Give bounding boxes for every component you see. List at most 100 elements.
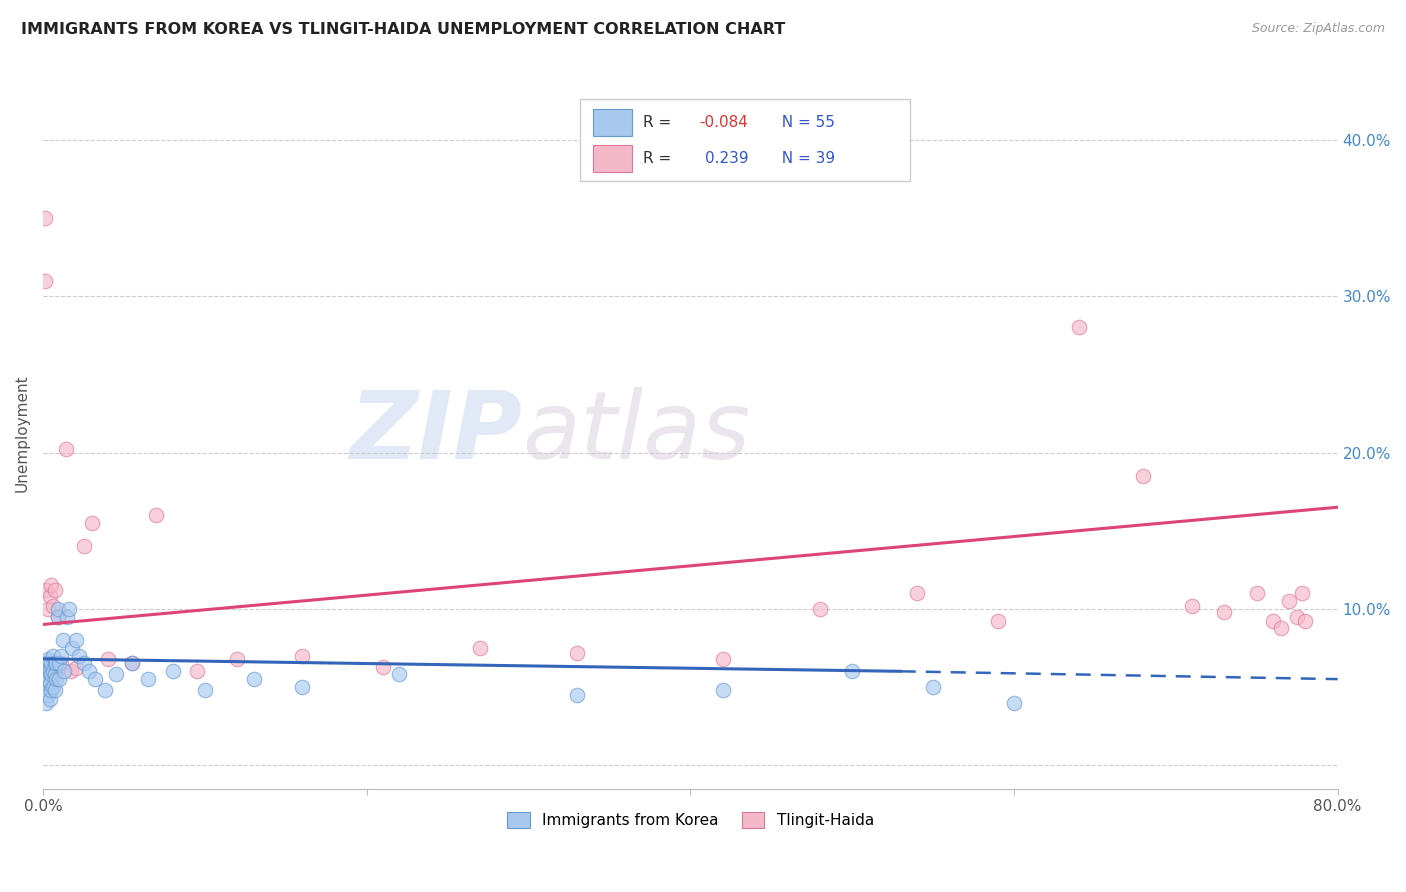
Point (242, 672, 264, 686)
Point (42, 665, 65, 679)
Point (55, 442, 77, 457)
Point (34, 672, 56, 686)
Text: N = 55: N = 55 (772, 115, 835, 130)
Point (49, 648, 72, 663)
Point (1278, 594, 1301, 608)
Point (1246, 586, 1268, 600)
Point (45, 672, 67, 686)
Point (72, 657, 94, 671)
Point (44, 657, 66, 671)
Point (44, 683, 66, 698)
Text: IMMIGRANTS FROM KOREA VS TLINGIT-HAIDA UNEMPLOYMENT CORRELATION CHART: IMMIGRANTS FROM KOREA VS TLINGIT-HAIDA U… (21, 22, 786, 37)
Point (37, 665, 59, 679)
Point (34, 665, 56, 679)
Point (84, 672, 107, 686)
Point (37, 652, 59, 666)
Point (48, 672, 70, 686)
Point (1294, 615, 1316, 629)
Point (841, 665, 863, 679)
Text: N = 39: N = 39 (772, 151, 835, 166)
Legend: Immigrants from Korea, Tlingit-Haida: Immigrants from Korea, Tlingit-Haida (501, 806, 880, 834)
Point (291, 680, 314, 694)
Point (371, 659, 394, 673)
Point (42, 599, 65, 613)
Point (35, 657, 58, 671)
Point (105, 667, 128, 681)
Text: R =: R = (643, 115, 676, 130)
Point (35, 582, 58, 597)
Point (97, 652, 120, 666)
Point (905, 586, 928, 600)
Point (138, 672, 160, 686)
Text: Source: ZipAtlas.com: Source: ZipAtlas.com (1251, 22, 1385, 36)
Point (34, 274, 56, 288)
Point (48, 657, 70, 671)
Point (186, 665, 208, 679)
Point (46, 602, 69, 616)
Text: R =: R = (643, 151, 681, 166)
Point (34, 211, 56, 226)
Point (291, 648, 314, 663)
Point (1213, 605, 1236, 619)
Point (987, 615, 1010, 629)
Point (49, 657, 72, 671)
Point (226, 652, 249, 666)
Point (39, 578, 62, 592)
Text: -0.084: -0.084 (699, 115, 748, 130)
FancyBboxPatch shape (593, 145, 633, 172)
Point (388, 667, 411, 681)
Point (72, 539, 94, 553)
Point (565, 646, 588, 660)
Point (42, 648, 65, 663)
Point (38, 677, 60, 691)
Point (45, 657, 67, 671)
Point (35, 665, 58, 679)
Point (58, 602, 80, 616)
Point (565, 688, 588, 702)
Point (56, 609, 79, 624)
Point (42, 680, 65, 694)
Point (38, 589, 60, 603)
Point (65, 661, 87, 675)
Point (162, 665, 184, 679)
Point (922, 680, 945, 694)
Point (194, 683, 217, 698)
Point (1291, 586, 1313, 600)
Point (65, 633, 87, 648)
Point (37, 672, 59, 686)
Point (808, 602, 831, 616)
Point (60, 640, 83, 655)
Text: ZIP: ZIP (349, 387, 522, 479)
Y-axis label: Unemployment: Unemployment (15, 374, 30, 491)
Point (121, 657, 143, 671)
Text: 0.239: 0.239 (704, 151, 748, 166)
Point (38, 692, 60, 706)
Point (59, 665, 82, 679)
Point (1181, 599, 1204, 613)
Point (468, 640, 491, 655)
Point (39, 683, 62, 698)
Point (46, 609, 69, 624)
Point (37, 602, 59, 616)
Text: atlas: atlas (522, 387, 751, 478)
Point (1132, 469, 1154, 483)
Point (67, 648, 90, 663)
Point (77, 665, 100, 679)
Point (34, 657, 56, 671)
Point (35, 672, 58, 686)
Point (80, 516, 103, 530)
Point (39, 657, 62, 671)
Point (52, 633, 75, 648)
FancyBboxPatch shape (593, 110, 633, 136)
Point (1270, 621, 1292, 635)
Point (35, 696, 58, 710)
Point (35, 680, 58, 694)
Point (46, 609, 69, 624)
Point (37, 688, 59, 702)
Point (1286, 609, 1309, 624)
Point (44, 582, 66, 597)
Point (1067, 320, 1090, 334)
Point (53, 665, 76, 679)
FancyBboxPatch shape (581, 99, 911, 180)
Point (711, 652, 734, 666)
